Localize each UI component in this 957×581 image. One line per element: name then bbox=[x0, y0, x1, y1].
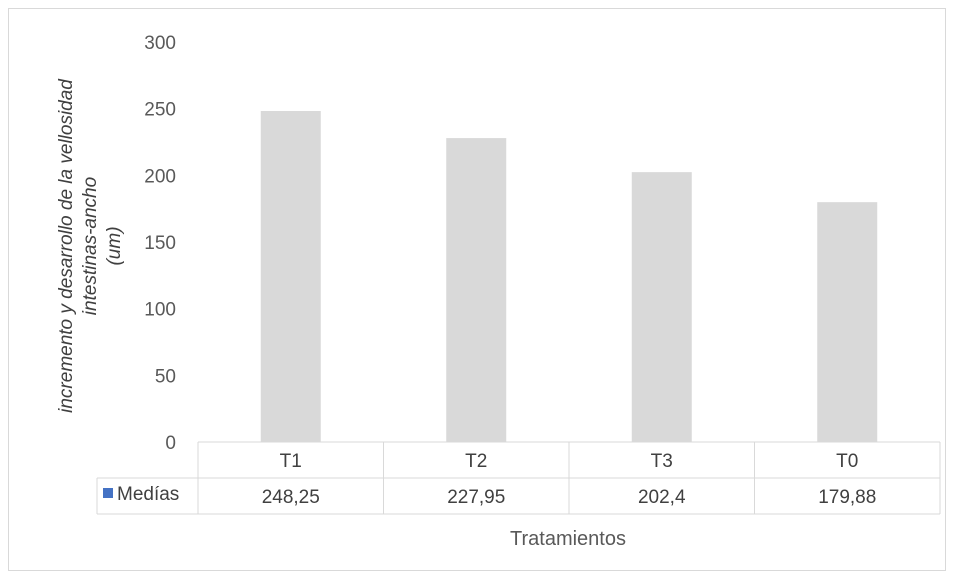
x-axis-title: Tratamientos bbox=[510, 528, 626, 550]
data-table: T1 248,25 T2 227,95 T3 202,4 T0 179,88 bbox=[96, 441, 941, 515]
bar-t0 bbox=[817, 202, 878, 442]
y-tick-label: 0 bbox=[165, 433, 176, 454]
category-label-t3: T3 bbox=[651, 451, 673, 472]
value-label-t1: 248,25 bbox=[262, 487, 320, 508]
bar-t3 bbox=[631, 172, 692, 442]
y-tick-label: 150 bbox=[144, 233, 176, 254]
y-axis-title-line-3: (um) bbox=[104, 226, 125, 265]
bar-t2 bbox=[446, 138, 507, 443]
legend-key-medias bbox=[103, 488, 113, 498]
bars bbox=[260, 111, 878, 443]
value-label-t3: 202,4 bbox=[638, 487, 686, 508]
y-axis-title-line-1: incremento y desarrollo de la vellosidad bbox=[56, 78, 77, 413]
y-tick-label: 50 bbox=[155, 366, 176, 387]
y-tick-label: 200 bbox=[144, 166, 176, 187]
legend-label-medias: Medías bbox=[117, 484, 179, 505]
category-label-t1: T1 bbox=[280, 451, 302, 472]
y-axis-title-line-2: intestinas-ancho bbox=[80, 177, 101, 315]
value-label-t2: 227,95 bbox=[447, 487, 505, 508]
category-label-t2: T2 bbox=[465, 451, 487, 472]
y-tick-label: 300 bbox=[144, 33, 176, 54]
y-tick-label: 100 bbox=[144, 300, 176, 321]
y-tick-label: 250 bbox=[144, 100, 176, 121]
bar-t1 bbox=[260, 111, 321, 442]
y-axis-ticks: 0 50 100 150 200 250 300 bbox=[144, 33, 176, 454]
value-label-t0: 179,88 bbox=[818, 487, 876, 508]
category-label-t0: T0 bbox=[836, 451, 858, 472]
